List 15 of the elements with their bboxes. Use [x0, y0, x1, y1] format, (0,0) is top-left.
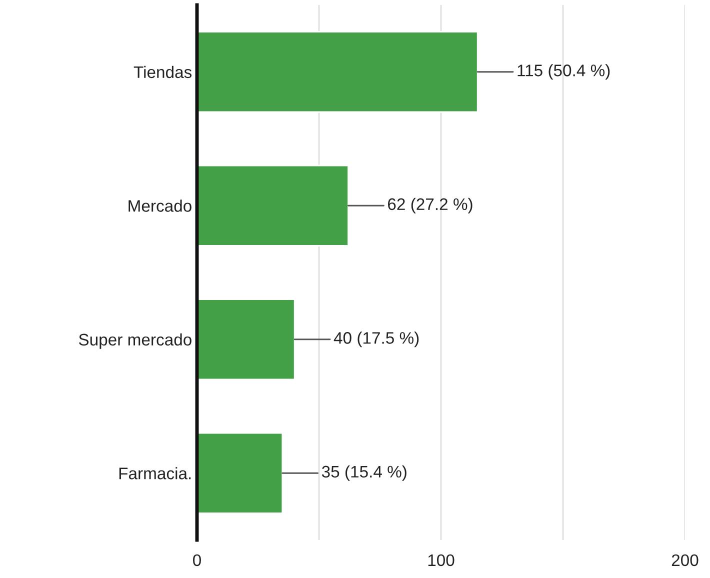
y-tick-label: Farmacia.: [119, 467, 191, 480]
y-tick-label: Tiendas: [134, 66, 192, 78]
y-tick-label: Mercado: [128, 200, 192, 212]
bar: [197, 432, 284, 514]
y-tick-label: Super mercado: [78, 333, 192, 349]
bar: [197, 298, 296, 380]
bar: [197, 164, 349, 246]
x-tick-label: 200: [672, 554, 698, 566]
data-label: 35 (15.4 %): [322, 465, 406, 481]
data-label: 62 (27.2 %): [388, 198, 472, 214]
x-tick-label: 0: [193, 554, 201, 566]
bar: [197, 31, 478, 113]
data-label: 115 (50.4 %): [518, 64, 610, 80]
x-tick-label: 100: [428, 554, 454, 566]
data-label: 40 (17.5 %): [334, 332, 419, 348]
